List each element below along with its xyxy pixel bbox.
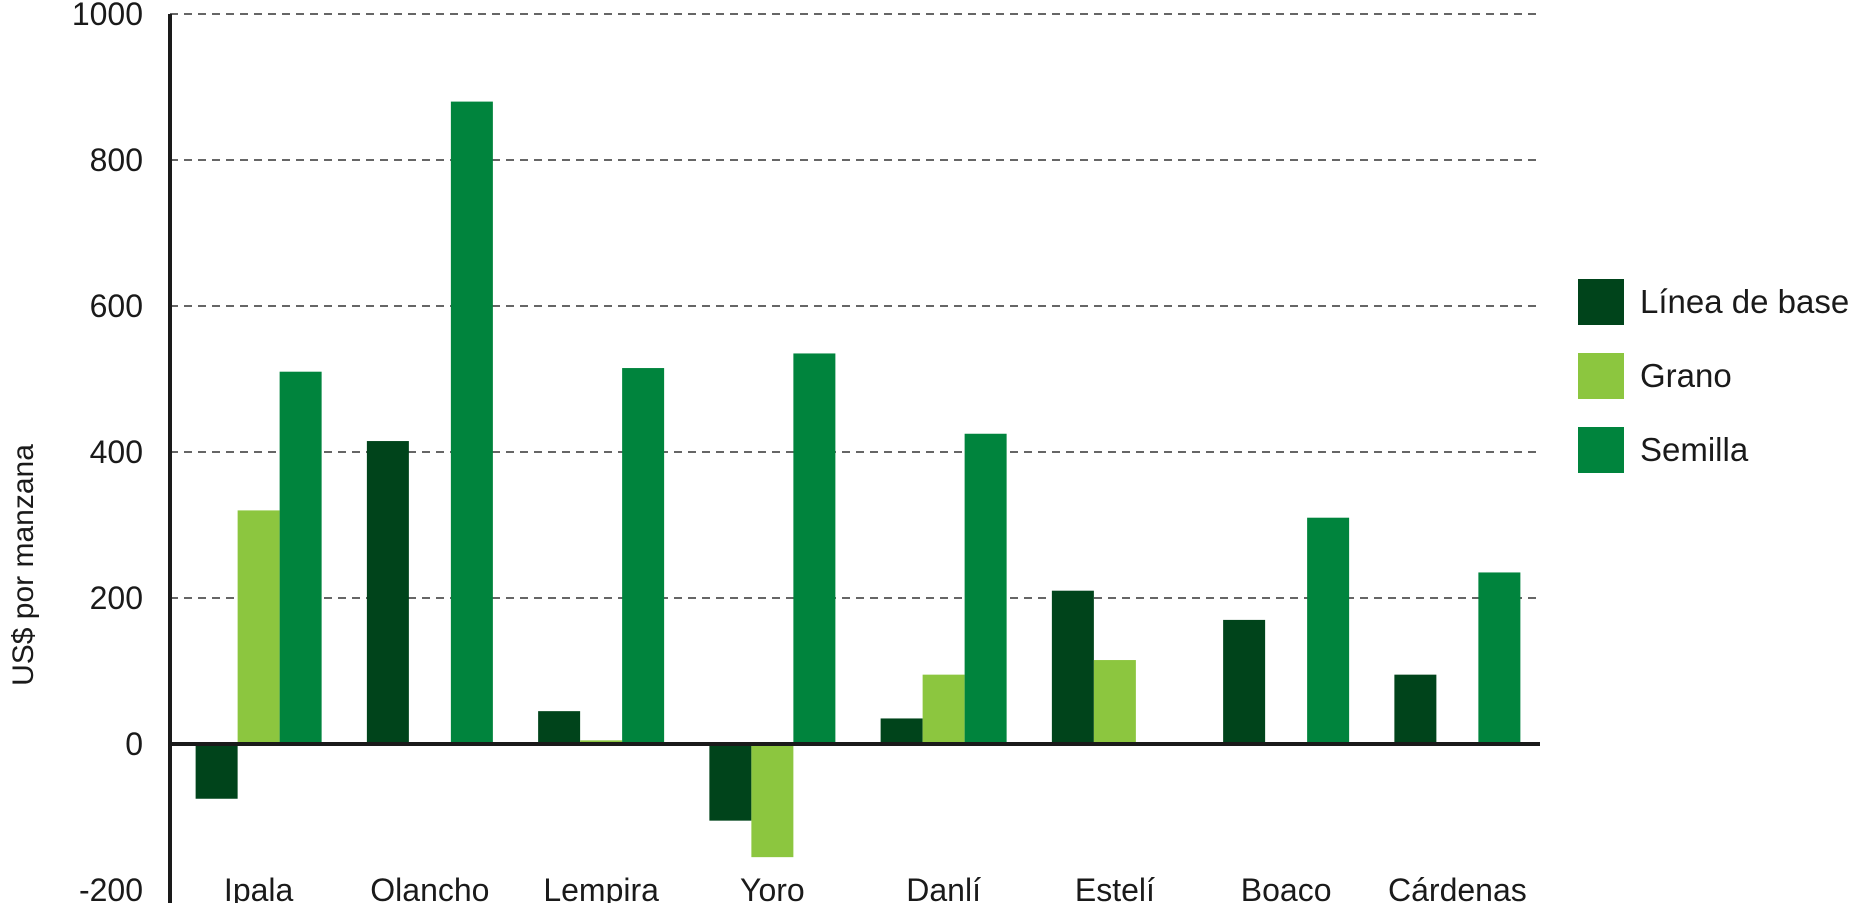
bar-boaco-2: [1307, 517, 1350, 744]
bar-ipala-0: [195, 744, 238, 799]
x-category-label: Ipala: [224, 872, 294, 903]
bar-ipala-2: [279, 371, 322, 744]
y-tick-label: 200: [90, 580, 143, 616]
bar-yoro-0: [709, 744, 752, 821]
axes: [168, 14, 1540, 903]
y-tick-labels: 1000 800 600 400 200 0 -200: [72, 0, 143, 908]
legend-swatch: [1578, 353, 1624, 399]
bar-lempira-0: [538, 711, 581, 744]
x-category-label: Lempira: [543, 872, 659, 903]
x-category-label: Olancho: [370, 872, 489, 903]
legend-swatch: [1578, 427, 1624, 473]
bar-yoro-1: [751, 744, 794, 858]
y-tick-label: 800: [90, 142, 143, 178]
y-tick-label: -200: [79, 872, 143, 903]
x-category-label: Boaco: [1241, 872, 1332, 903]
bar-estelí-1: [1093, 660, 1136, 744]
legend-item: Línea de base: [1578, 278, 1868, 326]
bar-olancho-0: [366, 441, 409, 744]
y-tick-label: 1000: [72, 0, 143, 32]
y-tick-label: 400: [90, 434, 143, 470]
bar-danlí-0: [880, 718, 923, 744]
bar-lempira-2: [622, 368, 665, 744]
bar-danlí-2: [964, 433, 1007, 744]
bar-danlí-1: [922, 674, 965, 744]
x-category-label: Yoro: [740, 872, 805, 903]
bar-estelí-0: [1051, 590, 1094, 744]
y-tick-label: 0: [125, 726, 143, 762]
bar-olancho-2: [450, 101, 493, 745]
bar-boaco-0: [1223, 619, 1266, 744]
legend-label: Línea de base: [1640, 283, 1850, 320]
bars: [195, 101, 1521, 858]
bar-ipala-1: [237, 510, 280, 744]
legend-label: Semilla: [1640, 431, 1749, 468]
y-tick-label: 600: [90, 288, 143, 324]
legend-item: Semilla: [1578, 426, 1868, 474]
x-category-labels: Ipala Olancho Lempira Yoro Danlí Estelí Boaco C…: [224, 872, 1527, 908]
x-category-label: Danlí: [906, 872, 981, 903]
bar-cárdenas-2: [1478, 572, 1521, 744]
y-axis-title: US$ por manzana: [7, 444, 40, 686]
x-category-label: Estelí: [1075, 872, 1155, 903]
legend-item: Grano: [1578, 352, 1868, 400]
bar-cárdenas-0: [1394, 674, 1437, 744]
legend-label: Grano: [1640, 357, 1732, 394]
bar-yoro-2: [793, 353, 836, 744]
legend: Línea de base Grano Semilla: [1578, 278, 1868, 500]
legend-swatch: [1578, 279, 1624, 325]
x-category-label: Cárdenas: [1388, 872, 1527, 903]
